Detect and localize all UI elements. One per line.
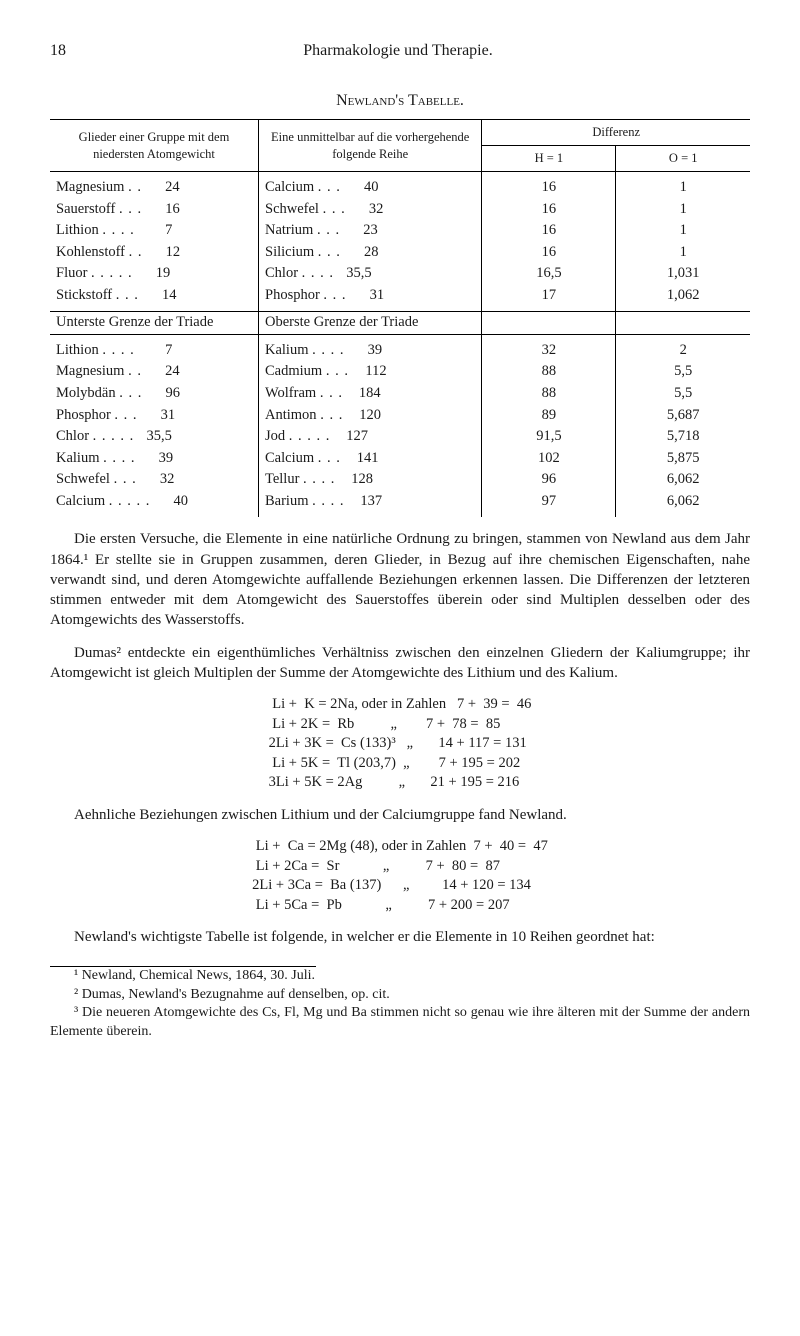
cell-o: 5,5 <box>616 361 750 383</box>
cell-a: Molybdän . . . 96 <box>50 383 259 405</box>
table-row: Lithion . . . . 7Natrium . . . 23161 <box>50 220 750 242</box>
cell-b: Chlor . . . . 35,5 <box>259 263 482 285</box>
cell-a: Stickstoff . . . 14 <box>50 285 259 312</box>
cell-b: Barium . . . . 137 <box>259 491 482 518</box>
cell-o: 1,031 <box>616 263 750 285</box>
cell-a: Kohlenstoff . . 12 <box>50 242 259 264</box>
mid-left: Unterste Grenze der Triade <box>50 312 259 335</box>
th-col1: Glieder einer Gruppe mit dem niedersten … <box>50 120 259 172</box>
cell-h: 16,5 <box>482 263 616 285</box>
cell-a: Chlor . . . . . 35,5 <box>50 426 259 448</box>
cell-h: 16 <box>482 199 616 221</box>
cell-b: Kalium . . . . 39 <box>259 334 482 361</box>
cell-b: Antimon . . . 120 <box>259 405 482 427</box>
cell-b: Calcium . . . 141 <box>259 448 482 470</box>
cell-h: 16 <box>482 171 616 198</box>
cell-o: 5,5 <box>616 383 750 405</box>
cell-a: Magnesium . . 24 <box>50 361 259 383</box>
cell-o: 5,718 <box>616 426 750 448</box>
equation-block-2: Li + Ca = 2Mg (48), oder in Zahlen 7 + 4… <box>252 837 548 915</box>
cell-b: Natrium . . . 23 <box>259 220 482 242</box>
cell-h: 16 <box>482 242 616 264</box>
cell-h: 32 <box>482 334 616 361</box>
cell-a: Lithion . . . . 7 <box>50 220 259 242</box>
th-col2: Eine unmittelbar auf die vorhergehende f… <box>259 120 482 172</box>
cell-a: Lithion . . . . 7 <box>50 334 259 361</box>
cell-a: Phosphor . . . 31 <box>50 405 259 427</box>
cell-o: 1 <box>616 171 750 198</box>
table-row: Magnesium . . 24Cadmium . . . 112885,5 <box>50 361 750 383</box>
cell-o: 1 <box>616 242 750 264</box>
table-row: Calcium . . . . . 40Barium . . . . 13797… <box>50 491 750 518</box>
cell-o: 5,875 <box>616 448 750 470</box>
table-row: Kalium . . . . 39Calcium . . . 1411025,8… <box>50 448 750 470</box>
equation-block-1: Li + K = 2Na, oder in Zahlen 7 + 39 = 46… <box>269 695 532 793</box>
cell-a: Sauerstoff . . . 16 <box>50 199 259 221</box>
table-row: Lithion . . . . 7Kalium . . . . 39322 <box>50 334 750 361</box>
cell-h: 88 <box>482 383 616 405</box>
footnote-3: ³ Die neueren Atomgewichte des Cs, Fl, M… <box>50 1004 750 1042</box>
th-h1: H = 1 <box>482 146 616 172</box>
paragraph-2: Dumas² entdeckte ein eigenthümliches Ver… <box>50 643 750 684</box>
cell-b: Wolfram . . . 184 <box>259 383 482 405</box>
table-row: Molybdän . . . 96Wolfram . . . 184885,5 <box>50 383 750 405</box>
th-o1: O = 1 <box>616 146 750 172</box>
cell-a: Fluor . . . . . 19 <box>50 263 259 285</box>
th-diff: Differenz <box>482 120 750 146</box>
paragraph-3: Aehnliche Beziehungen zwischen Lithium u… <box>50 805 750 825</box>
cell-b: Cadmium . . . 112 <box>259 361 482 383</box>
footnote-2: ² Dumas, Newland's Bezugnahme auf densel… <box>50 986 750 1005</box>
cell-o: 5,687 <box>616 405 750 427</box>
cell-a: Calcium . . . . . 40 <box>50 491 259 518</box>
cell-a: Magnesium . . 24 <box>50 171 259 198</box>
cell-o: 1 <box>616 199 750 221</box>
cell-o: 6,062 <box>616 469 750 491</box>
footnote-1: ¹ Newland, Chemical News, 1864, 30. Juli… <box>50 967 750 986</box>
table-row: Stickstoff . . . 14Phosphor . . . 31171,… <box>50 285 750 312</box>
table-row: Sauerstoff . . . 16Schwefel . . . 32161 <box>50 199 750 221</box>
cell-a: Schwefel . . . 32 <box>50 469 259 491</box>
table-row: Magnesium . . 24Calcium . . . 40161 <box>50 171 750 198</box>
cell-h: 91,5 <box>482 426 616 448</box>
cell-h: 16 <box>482 220 616 242</box>
cell-h: 96 <box>482 469 616 491</box>
cell-b: Schwefel . . . 32 <box>259 199 482 221</box>
footnotes: ¹ Newland, Chemical News, 1864, 30. Juli… <box>50 967 750 1043</box>
mid-right: Oberste Grenze der Triade <box>259 312 482 335</box>
cell-h: 102 <box>482 448 616 470</box>
cell-b: Phosphor . . . 31 <box>259 285 482 312</box>
paragraph-4: Newland's wichtigste Tabelle ist folgend… <box>50 927 750 947</box>
table-row: Schwefel . . . 32Tellur . . . . 128966,0… <box>50 469 750 491</box>
running-head: Pharmakologie und Therapie. <box>46 40 750 62</box>
cell-b: Tellur . . . . 128 <box>259 469 482 491</box>
cell-h: 89 <box>482 405 616 427</box>
cell-o: 1,062 <box>616 285 750 312</box>
table-row: Phosphor . . . 31Antimon . . . 120895,68… <box>50 405 750 427</box>
table-title: Newland's Tabelle. <box>50 90 750 112</box>
cell-b: Silicium . . . 28 <box>259 242 482 264</box>
table-row: Kohlenstoff . . 12Silicium . . . 28161 <box>50 242 750 264</box>
table-row: Fluor . . . . . 19Chlor . . . . 35,516,5… <box>50 263 750 285</box>
cell-b: Jod . . . . . 127 <box>259 426 482 448</box>
cell-h: 88 <box>482 361 616 383</box>
cell-h: 97 <box>482 491 616 518</box>
cell-b: Calcium . . . 40 <box>259 171 482 198</box>
newland-table: Glieder einer Gruppe mit dem niedersten … <box>50 119 750 517</box>
page-header: 18 Pharmakologie und Therapie. <box>50 40 750 62</box>
cell-o: 1 <box>616 220 750 242</box>
cell-o: 2 <box>616 334 750 361</box>
cell-o: 6,062 <box>616 491 750 518</box>
paragraph-1: Die ersten Versuche, die Elemente in ein… <box>50 529 750 630</box>
cell-h: 17 <box>482 285 616 312</box>
cell-a: Kalium . . . . 39 <box>50 448 259 470</box>
table-row: Chlor . . . . . 35,5Jod . . . . . 12791,… <box>50 426 750 448</box>
